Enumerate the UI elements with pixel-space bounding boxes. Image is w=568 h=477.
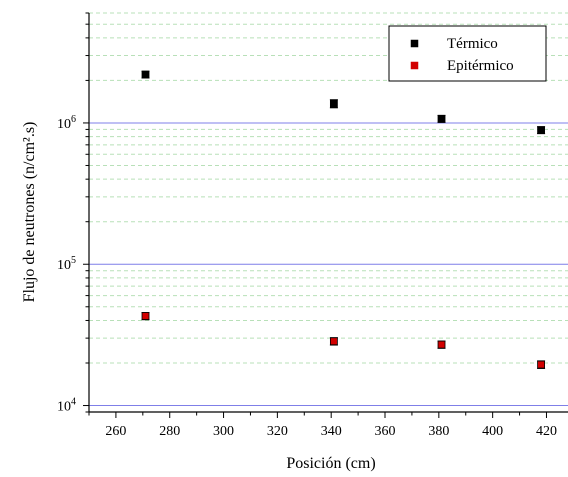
- legend-box: [388, 25, 547, 82]
- data-point-epitermico: [141, 312, 150, 320]
- data-point-termico: [141, 70, 150, 79]
- data-point-termico: [329, 99, 338, 108]
- x-tick-label: 420: [536, 424, 557, 439]
- data-points: [141, 70, 546, 369]
- legend-label: Epitérmico: [447, 58, 514, 74]
- data-point-epitermico: [437, 340, 446, 349]
- y-tick-label: 105: [57, 255, 76, 273]
- x-tick-label: 260: [105, 424, 126, 439]
- data-point-epitermico: [329, 337, 338, 346]
- data-point-epitermico: [537, 360, 545, 369]
- axes: [88, 13, 568, 413]
- y-tick-label: 106: [57, 114, 76, 132]
- x-tick-label: 320: [267, 424, 288, 439]
- y-tick-label: 104: [57, 397, 76, 415]
- legend: Térmico Epitérmico: [388, 25, 547, 82]
- y-axis-ticks: 104 105 106: [57, 12, 89, 415]
- x-tick-label: 280: [159, 424, 180, 439]
- x-tick-label: 340: [321, 424, 342, 439]
- x-tick-label: 400: [482, 424, 503, 439]
- x-tick-label: 360: [375, 424, 396, 439]
- data-point-termico: [437, 114, 446, 123]
- x-tick-label: 380: [428, 424, 449, 439]
- legend-marker: [410, 39, 419, 48]
- gridlines: [89, 12, 568, 413]
- x-axis-ticks: 260 280 300 320 340 360 380 400 420: [88, 412, 557, 439]
- legend-marker: [410, 61, 419, 70]
- x-axis-title: Posición (cm): [286, 455, 375, 472]
- data-point-termico: [537, 126, 545, 134]
- y-axis-title: Flujo de neutrones (n/cm².s): [21, 122, 38, 303]
- x-tick-label: 300: [213, 424, 234, 439]
- legend-label: Térmico: [447, 36, 498, 52]
